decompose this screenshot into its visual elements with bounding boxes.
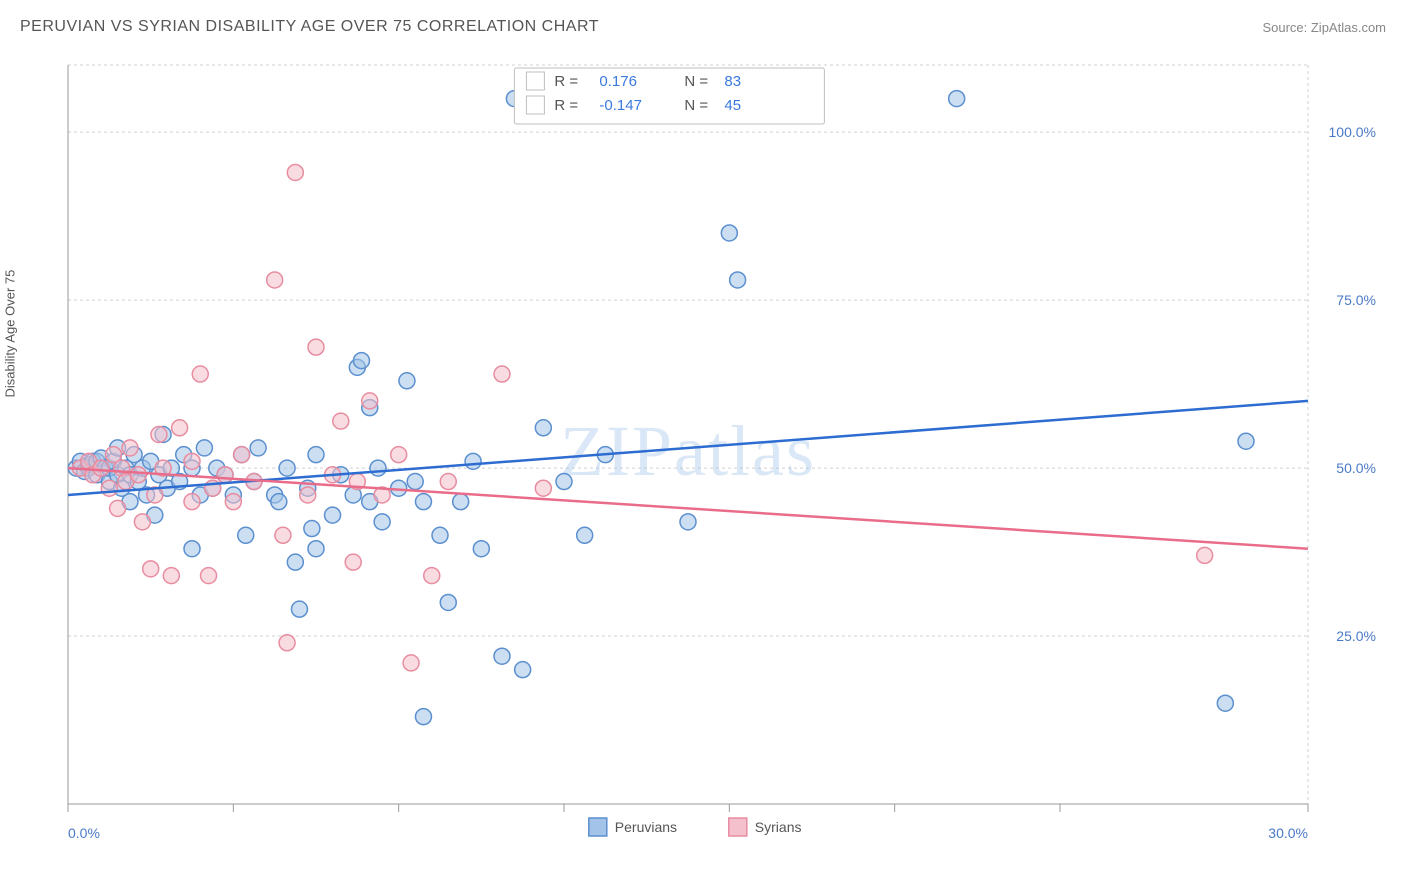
source-label: Source: ZipAtlas.com	[1262, 20, 1386, 35]
data-point	[370, 460, 386, 476]
data-point	[308, 447, 324, 463]
data-point	[362, 393, 378, 409]
data-point	[1238, 433, 1254, 449]
data-point	[304, 521, 320, 537]
data-point	[680, 514, 696, 530]
data-point	[151, 427, 167, 443]
svg-text:0.176: 0.176	[599, 73, 637, 90]
data-point	[391, 447, 407, 463]
legend: Peruvians Syrians	[589, 818, 802, 836]
data-point	[453, 494, 469, 510]
y-axis-label: Disability Age Over 75	[3, 269, 18, 397]
data-point	[333, 413, 349, 429]
data-point	[225, 494, 241, 510]
data-point	[300, 487, 316, 503]
svg-text:N =: N =	[684, 97, 708, 114]
data-point	[93, 460, 109, 476]
svg-text:83: 83	[724, 73, 741, 90]
y-tick-label: 50.0%	[1336, 460, 1376, 476]
y-tick-label: 25.0%	[1336, 628, 1376, 644]
svg-text:N =: N =	[684, 73, 708, 90]
stats-box: R = 0.176 N = 83 R = -0.147 N = 45	[514, 68, 824, 124]
data-point	[730, 272, 746, 288]
data-point	[201, 568, 217, 584]
legend-label: Peruvians	[615, 819, 677, 835]
scatter-chart: 25.0%50.0%75.0%100.0%0.0%30.0%ZIPatlasR …	[20, 55, 1386, 852]
data-point	[407, 474, 423, 490]
legend-swatch	[729, 818, 747, 836]
x-tick-label: 30.0%	[1268, 825, 1308, 841]
data-point	[130, 467, 146, 483]
data-point	[1217, 695, 1233, 711]
data-point	[424, 568, 440, 584]
svg-text:45: 45	[724, 97, 741, 114]
legend-label: Syrians	[755, 819, 802, 835]
x-tick-label: 0.0%	[68, 825, 100, 841]
data-point	[192, 366, 208, 382]
data-point	[184, 494, 200, 510]
data-point	[308, 541, 324, 557]
data-point	[172, 420, 188, 436]
data-point	[440, 594, 456, 610]
data-point	[184, 453, 200, 469]
y-tick-label: 100.0%	[1329, 124, 1376, 140]
data-point	[101, 480, 117, 496]
data-point	[440, 474, 456, 490]
legend-swatch	[589, 818, 607, 836]
data-point	[287, 554, 303, 570]
data-point	[535, 420, 551, 436]
data-point	[325, 507, 341, 523]
data-point	[122, 440, 138, 456]
data-point	[1197, 547, 1213, 563]
data-point	[399, 373, 415, 389]
data-point	[234, 447, 250, 463]
data-point	[515, 662, 531, 678]
data-point	[374, 514, 390, 530]
data-point	[535, 480, 551, 496]
data-point	[345, 554, 361, 570]
data-point	[494, 648, 510, 664]
svg-text:R =: R =	[554, 73, 578, 90]
data-point	[238, 527, 254, 543]
data-point	[432, 527, 448, 543]
data-point	[163, 568, 179, 584]
data-point	[250, 440, 266, 456]
data-point	[143, 561, 159, 577]
data-point	[721, 225, 737, 241]
data-point	[184, 541, 200, 557]
data-point	[473, 541, 489, 557]
svg-text:R =: R =	[554, 97, 578, 114]
data-point	[556, 474, 572, 490]
data-point	[308, 339, 324, 355]
data-point	[217, 467, 233, 483]
data-point	[279, 635, 295, 651]
data-point	[403, 655, 419, 671]
chart-container: Disability Age Over 75 25.0%50.0%75.0%10…	[20, 55, 1386, 852]
data-point	[110, 500, 126, 516]
chart-title: PERUVIAN VS SYRIAN DISABILITY AGE OVER 7…	[20, 18, 599, 36]
data-point	[415, 709, 431, 725]
data-point	[271, 494, 287, 510]
data-point	[494, 366, 510, 382]
data-point	[949, 91, 965, 107]
data-point	[267, 272, 283, 288]
svg-text:-0.147: -0.147	[599, 97, 642, 114]
data-point	[275, 527, 291, 543]
data-point	[196, 440, 212, 456]
y-tick-label: 75.0%	[1336, 292, 1376, 308]
data-point	[134, 514, 150, 530]
data-point	[287, 164, 303, 180]
data-point	[291, 601, 307, 617]
data-point	[465, 453, 481, 469]
data-point	[353, 353, 369, 369]
data-point	[577, 527, 593, 543]
data-point	[279, 460, 295, 476]
data-point	[415, 494, 431, 510]
